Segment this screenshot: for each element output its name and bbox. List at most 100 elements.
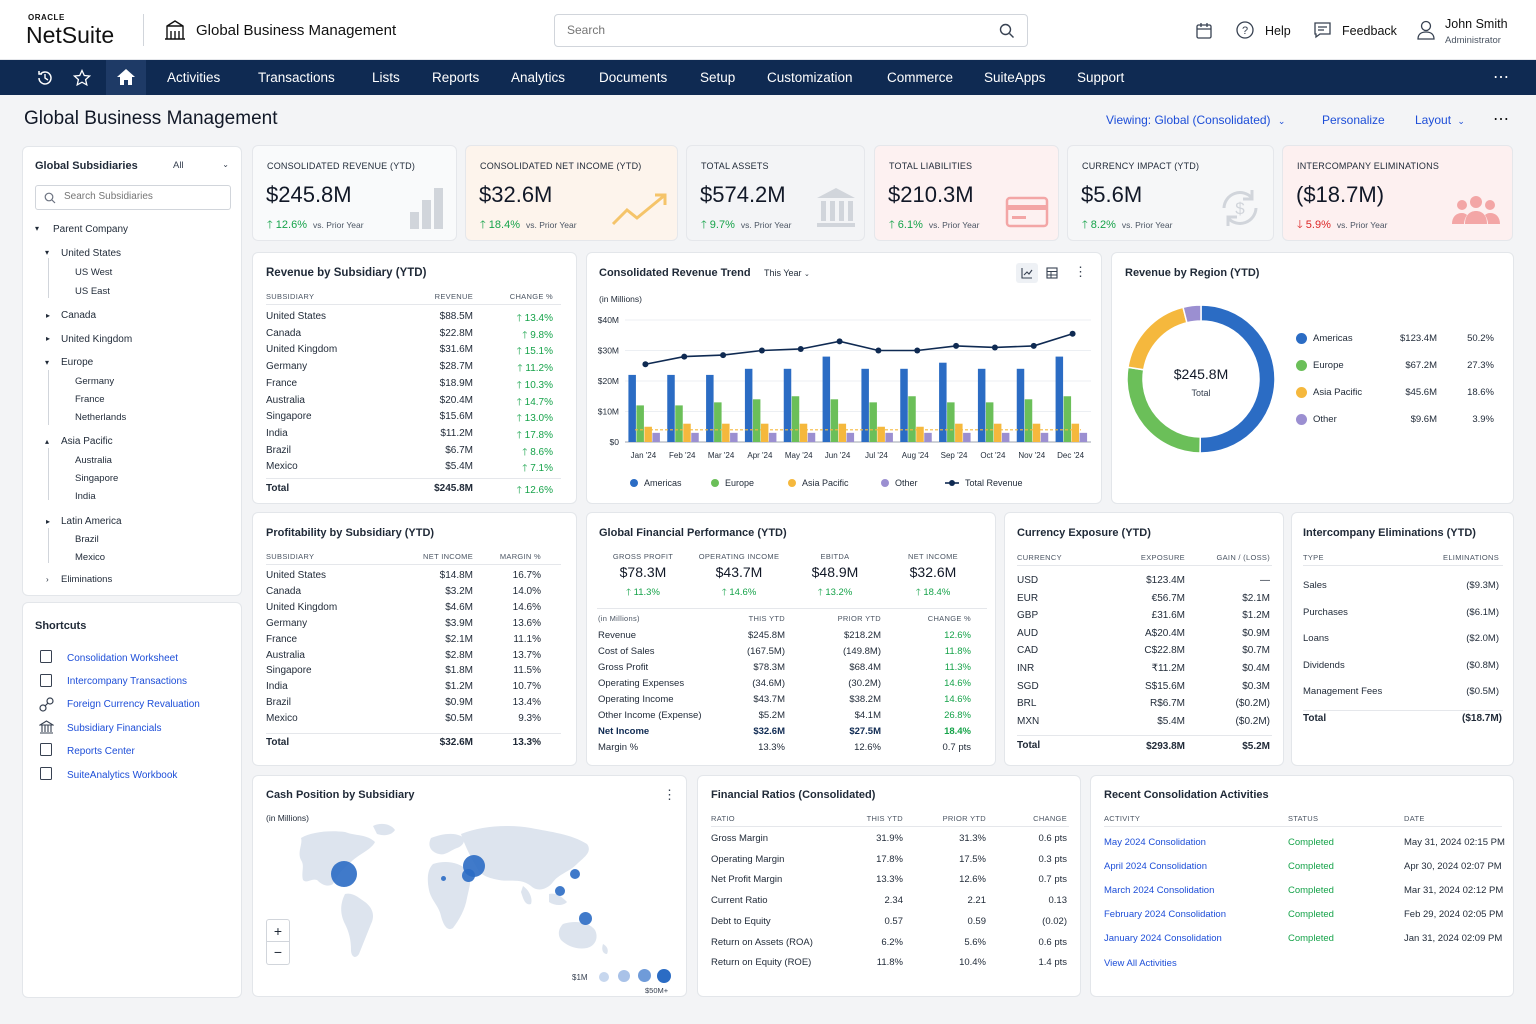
- shortcut-consolidation-worksheet[interactable]: Consolidation Worksheet: [67, 653, 178, 664]
- subsidiary-search-input[interactable]: [64, 191, 224, 202]
- row-subsidiary: Australia: [266, 394, 305, 406]
- nav-lists[interactable]: Lists: [372, 70, 400, 85]
- user-icon[interactable]: [1417, 20, 1435, 40]
- row-net-income: $3.2M: [445, 585, 473, 597]
- tree-france[interactable]: France: [75, 394, 105, 405]
- tree-caret-icon[interactable]: ▸: [46, 334, 51, 343]
- cash-bubble[interactable]: [461, 868, 475, 882]
- help-link[interactable]: Help: [1265, 24, 1291, 38]
- tree-caret-icon[interactable]: ▴: [45, 437, 50, 446]
- tree-asia-pacific[interactable]: Asia Pacific: [61, 436, 113, 447]
- viewing-selector[interactable]: Viewing: Global (Consolidated) ⌄: [1106, 113, 1285, 127]
- cash-bubble[interactable]: [578, 911, 592, 925]
- tree-caret-icon[interactable]: ▾: [35, 224, 40, 233]
- tree-united-kingdom[interactable]: United Kingdom: [61, 334, 133, 345]
- tree-us-east[interactable]: US East: [75, 286, 110, 297]
- tree-mexico[interactable]: Mexico: [75, 552, 106, 563]
- feedback-icon[interactable]: [1313, 21, 1332, 39]
- tree-singapore[interactable]: Singapore: [75, 473, 119, 484]
- nav-suiteapps[interactable]: SuiteApps: [984, 70, 1046, 85]
- favorites-star-icon[interactable]: [73, 69, 91, 87]
- global-search[interactable]: [554, 14, 1028, 47]
- cash-bubble[interactable]: [555, 886, 565, 896]
- shortcut-reports-center[interactable]: Reports Center: [67, 746, 135, 757]
- tree-eliminations[interactable]: Eliminations: [61, 574, 113, 585]
- zoom-out-button[interactable]: −: [266, 942, 290, 965]
- recent-icon[interactable]: [36, 69, 54, 87]
- table-view-icon[interactable]: [1046, 267, 1058, 279]
- nav-setup[interactable]: Setup: [700, 70, 736, 85]
- nav-transactions[interactable]: Transactions: [258, 70, 335, 85]
- nav-support[interactable]: Support: [1077, 70, 1125, 85]
- tree-germany[interactable]: Germany: [75, 376, 115, 387]
- row-net-income: $14.8M: [439, 570, 473, 581]
- shortcut-subsidiary-financials[interactable]: Subsidiary Financials: [67, 723, 162, 734]
- home-icon[interactable]: [116, 68, 136, 86]
- nav-commerce[interactable]: Commerce: [887, 70, 954, 85]
- tree-caret-icon[interactable]: ▾: [45, 358, 50, 367]
- tree-parent-company[interactable]: Parent Company: [53, 224, 129, 235]
- tree-latin-america[interactable]: Latin America: [61, 516, 122, 527]
- kpi-currency-impact[interactable]: CURRENCY IMPACT (YTD) $5.6M 🡑 8.2% vs. Pr…: [1067, 145, 1274, 241]
- tree-india[interactable]: India: [75, 491, 96, 502]
- activity-link[interactable]: March 2024 Consolidation: [1104, 885, 1215, 896]
- card-menu-icon[interactable]: ⋮: [1074, 264, 1087, 279]
- cash-bubble[interactable]: [440, 875, 446, 881]
- tree-caret-icon[interactable]: ›: [46, 575, 49, 584]
- search-icon[interactable]: [999, 23, 1015, 39]
- search-input[interactable]: [567, 23, 967, 37]
- kpi-vs: vs. Prior Year: [1121, 220, 1173, 230]
- tree-caret-icon[interactable]: ▸: [46, 517, 51, 526]
- view-all-activities-link[interactable]: View All Activities: [1104, 958, 1177, 969]
- kpi-intercompany-eliminations[interactable]: INTERCOMPANY ELIMINATIONS ($18.7M) 🡓 5.9…: [1282, 145, 1513, 241]
- tree-canada[interactable]: Canada: [61, 310, 97, 321]
- cash-bubble[interactable]: [331, 861, 357, 887]
- kpi-total-liabilities[interactable]: TOTAL LIABILITIES $210.3M 🡑 6.1% vs. Prio…: [874, 145, 1059, 241]
- legend-swatch: [630, 479, 638, 487]
- activity-link[interactable]: May 2024 Consolidation: [1104, 837, 1206, 848]
- chart-view-button[interactable]: [1016, 263, 1038, 283]
- cash-bubble[interactable]: [570, 869, 580, 879]
- activity-link[interactable]: April 2024 Consolidation: [1104, 861, 1207, 872]
- tree-australia[interactable]: Australia: [75, 455, 112, 466]
- row-subsidiary: Brazil: [266, 697, 292, 709]
- tree-caret-icon[interactable]: ▸: [46, 311, 51, 320]
- tree-caret-icon[interactable]: ▾: [45, 248, 50, 257]
- nav-analytics[interactable]: Analytics: [511, 70, 566, 85]
- kpi-total-assets[interactable]: TOTAL ASSETS $574.2M 🡑 9.7% vs. Prior Yea…: [686, 145, 865, 241]
- subsidiary-search[interactable]: [35, 185, 231, 210]
- more-menu-icon[interactable]: ⋯: [1493, 69, 1510, 86]
- netsuite-logo[interactable]: NetSuite: [26, 22, 115, 48]
- calendar-icon[interactable]: [1196, 22, 1212, 39]
- zoom-in-button[interactable]: +: [266, 919, 290, 942]
- arrow-up-icon: 🡑: [516, 429, 525, 441]
- kpi-net-income[interactable]: CONSOLIDATED NET INCOME (YTD) $32.6M 🡑 1…: [465, 145, 678, 241]
- period-dropdown[interactable]: This Year ⌄: [764, 268, 810, 278]
- shortcut-foreign-currency-revaluation[interactable]: Foreign Currency Revaluation: [67, 699, 200, 710]
- page-more-icon[interactable]: ⋯: [1493, 111, 1509, 128]
- nav-documents[interactable]: Documents: [599, 70, 668, 85]
- nav-activities[interactable]: Activities: [167, 70, 221, 85]
- personalize-link[interactable]: Personalize: [1322, 113, 1385, 127]
- row-ratio: Debt to Equity: [711, 915, 771, 927]
- help-icon[interactable]: ?: [1236, 21, 1254, 39]
- card-menu-icon[interactable]: ⋮: [663, 787, 676, 802]
- activity-link[interactable]: February 2024 Consolidation: [1104, 909, 1226, 920]
- nav-customization[interactable]: Customization: [767, 70, 853, 85]
- tree-united-states[interactable]: United States: [61, 248, 122, 259]
- feedback-link[interactable]: Feedback: [1342, 24, 1397, 38]
- shortcut-suiteanalytics-workbook[interactable]: SuiteAnalytics Workbook: [67, 770, 178, 781]
- kpi-consolidated-revenue[interactable]: CONSOLIDATED REVENUE (YTD) $245.8M 🡑 12.…: [252, 145, 457, 241]
- activity-link[interactable]: January 2024 Consolidation: [1104, 933, 1222, 944]
- row-label: Gross Profit: [598, 662, 649, 673]
- user-name[interactable]: John Smith: [1445, 17, 1508, 31]
- filter-dropdown[interactable]: All ⌄: [173, 160, 229, 171]
- shortcut-intercompany-transactions[interactable]: Intercompany Transactions: [67, 676, 188, 687]
- tree-us-west[interactable]: US West: [75, 267, 113, 278]
- tree-brazil[interactable]: Brazil: [75, 534, 99, 545]
- tree-europe[interactable]: Europe: [61, 357, 94, 368]
- layout-selector[interactable]: Layout ⌄: [1415, 113, 1465, 127]
- nav-reports[interactable]: Reports: [432, 70, 480, 85]
- tree-netherlands[interactable]: Netherlands: [75, 412, 127, 423]
- slice-other: [1182, 304, 1202, 324]
